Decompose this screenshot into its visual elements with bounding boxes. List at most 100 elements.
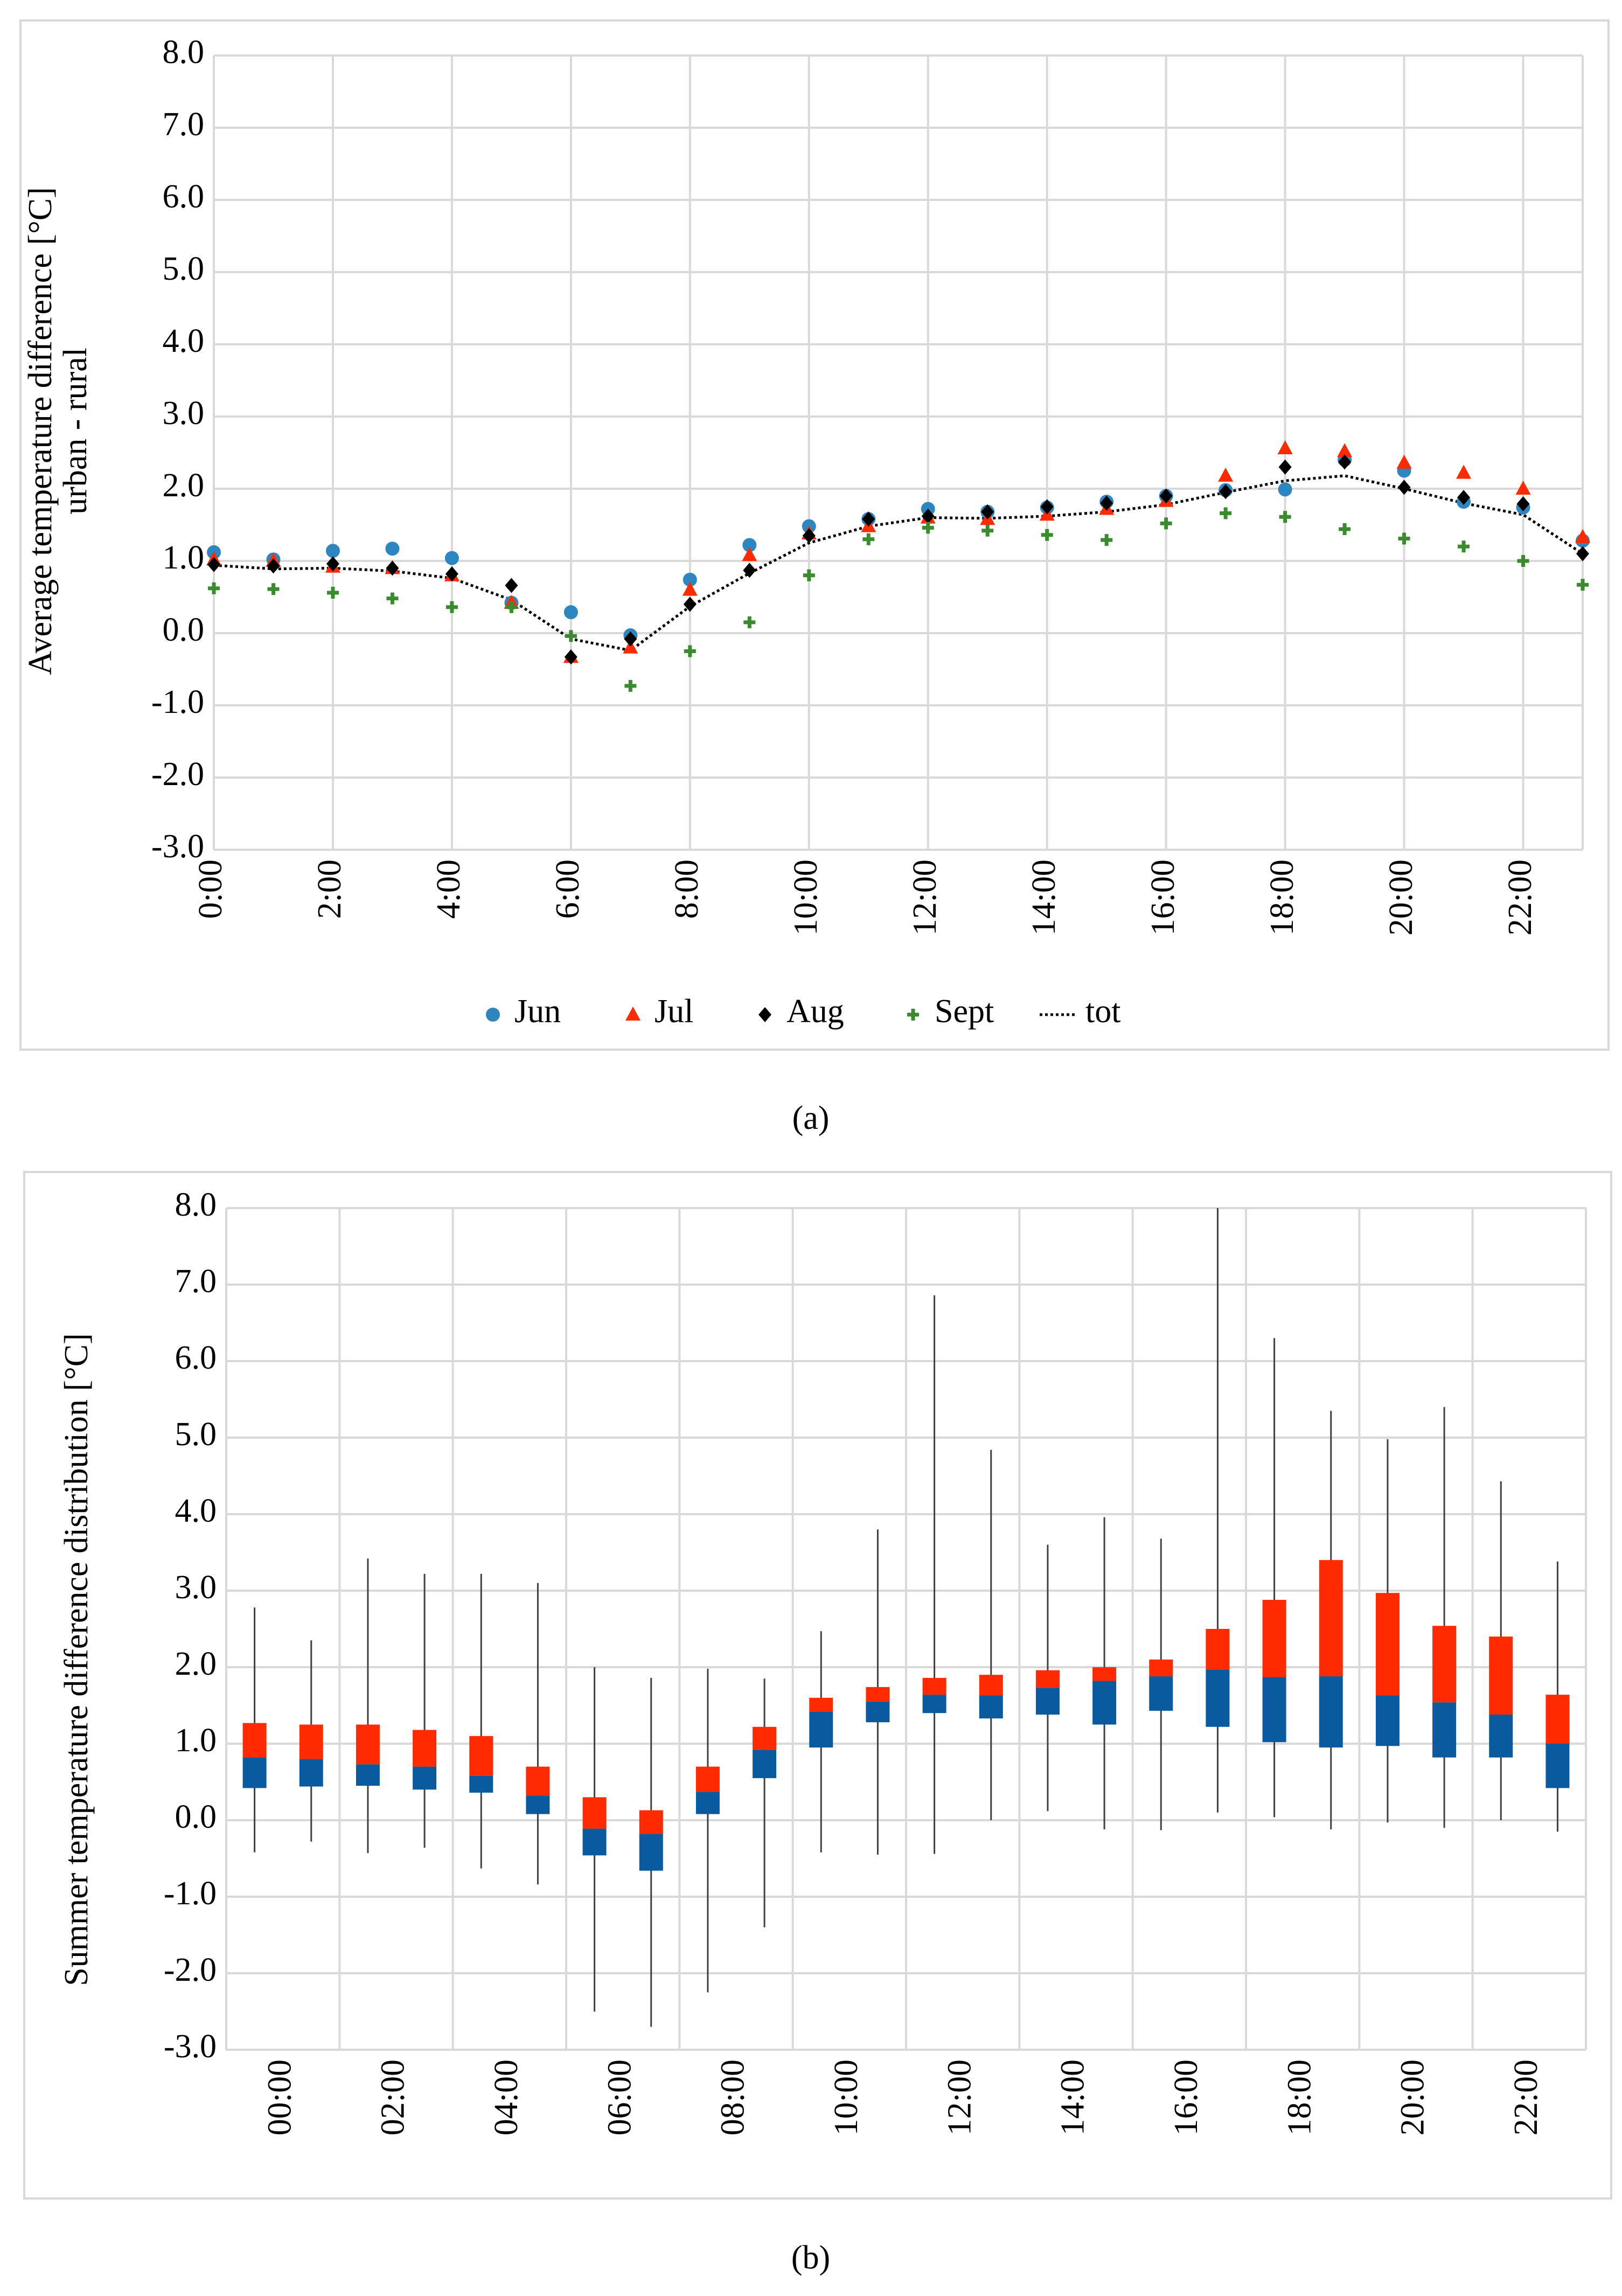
chart-a-point-aug	[1159, 488, 1173, 504]
chart-a-point-sept	[1220, 507, 1232, 519]
chart-a-legend: Jun Jul Aug Sept tot	[486, 993, 1120, 1030]
chart-a-series	[206, 440, 1590, 692]
chart-b-box-lower	[1546, 1744, 1570, 1788]
chart-a-point-sept	[1577, 579, 1589, 591]
chart-b-x-tick-label: 20:00	[1395, 2059, 1431, 2135]
chart-b-box-upper	[1035, 1670, 1060, 1688]
chart-a-point-jul	[1337, 443, 1353, 457]
chart-b-box-lower	[299, 1759, 323, 1787]
chart-a-point-sept	[862, 533, 875, 545]
chart-a-legend-swatch-aug	[758, 1007, 771, 1022]
chart-a-y-tick-label: 4.0	[163, 323, 205, 359]
chart-b-grid	[225, 1207, 1587, 2051]
chart-a-point-sept	[1160, 517, 1172, 530]
chart-b: 8.07.06.05.04.03.02.01.00.0-1.0-2.0-3.0 …	[23, 1171, 1612, 2276]
chart-a-y-label-line2: urban - rural	[57, 348, 94, 515]
chart-a-point-sept	[1101, 534, 1113, 546]
chart-a-x-tick-label: 2:00	[311, 859, 348, 919]
chart-b-box-lower	[413, 1766, 437, 1790]
chart-a-point-jun	[444, 551, 459, 565]
chart-b-y-label: Summer temperature difference distributi…	[58, 1333, 95, 1986]
chart-b-y-tick-label: 1.0	[175, 1722, 217, 1759]
chart-a-point-sept	[1517, 555, 1529, 567]
chart-a-legend-label-tot: tot	[1085, 993, 1120, 1030]
chart-b-y-tick-label: 0.0	[175, 1799, 217, 1835]
chart-a-point-aug	[207, 557, 220, 572]
chart-a-point-jun	[385, 542, 400, 556]
chart-a-x-tick-label: 16:00	[1145, 859, 1181, 935]
chart-a-point-aug	[386, 560, 399, 576]
chart-a-legend-swatch-jun	[486, 1008, 500, 1022]
chart-a-point-jun	[1278, 482, 1292, 497]
chart-a-point-aug	[1516, 496, 1530, 512]
chart-a-point-sept	[565, 630, 577, 642]
chart-a-point-sept	[981, 524, 994, 537]
chart-b-y-tick-label: 5.0	[175, 1416, 217, 1453]
chart-a-legend-swatch-jul	[625, 1007, 641, 1021]
chart-a-y-tick-label: 8.0	[163, 34, 205, 71]
chart-b-x-tick-label: 12:00	[941, 2059, 978, 2135]
chart-a-point-sept	[505, 601, 518, 613]
chart-a-point-sept	[326, 586, 339, 599]
chart-b-x-tick-label: 18:00	[1281, 2059, 1318, 2135]
chart-b-box-lower	[809, 1711, 833, 1748]
chart-a-point-aug	[445, 566, 458, 582]
chart-a-x-tick-label: 22:00	[1502, 859, 1539, 935]
chart-a-point-jul	[1396, 454, 1412, 469]
chart-b-x-tick-label: 00:00	[261, 2059, 298, 2135]
chart-b-caption: (b)	[791, 2239, 830, 2276]
chart-a-y-tick-label: 2.0	[163, 467, 205, 504]
chart-b-box-upper	[582, 1797, 607, 1829]
chart-b-box-upper	[1262, 1600, 1286, 1677]
chart-a-point-sept	[1458, 540, 1470, 553]
chart-b-box-lower	[582, 1828, 607, 1856]
chart-a-point-sept	[208, 582, 220, 594]
chart-b-frame	[23, 1171, 1612, 2200]
chart-b-box-lower	[979, 1695, 1003, 1719]
chart-b-y-tick-label: -2.0	[164, 1952, 217, 1988]
chart-b-box-upper	[469, 1736, 493, 1776]
chart-b-x-tick-label: 14:00	[1055, 2059, 1091, 2135]
chart-b-box-lower	[639, 1834, 663, 1871]
chart-b-box-lower	[1149, 1676, 1173, 1711]
chart-b-box-lower	[1035, 1688, 1060, 1715]
chart-a-point-aug	[267, 558, 280, 574]
chart-a-y-tick-label: 1.0	[163, 539, 205, 576]
chart-a-point-sept	[803, 569, 815, 581]
chart-b-box-upper	[1432, 1626, 1457, 1703]
chart-a-point-sept	[684, 645, 696, 657]
chart-a-point-aug	[1397, 480, 1411, 495]
chart-a-point-jun	[742, 538, 757, 552]
chart-a-point-aug	[505, 578, 518, 593]
chart-a-y-tick-label: -3.0	[151, 828, 204, 865]
chart-a-y-tick-label: 0.0	[163, 612, 205, 648]
chart-b-box-lower	[866, 1701, 890, 1723]
chart-a-legend-swatch-sept	[907, 1009, 919, 1021]
chart-a-y-tick-label: 7.0	[163, 106, 205, 143]
chart-a-legend-label-jul: Jul	[655, 993, 693, 1030]
chart-b-y-tick-label: -1.0	[164, 1875, 217, 1912]
chart-b-box-lower	[922, 1695, 946, 1714]
chart-b-box-upper	[242, 1723, 267, 1758]
chart-a-point-jul	[1218, 467, 1234, 482]
chart-b-y-ticks: 8.0 7.0 6.0 5.0 4.0 3.0 2.0 1.0 0.0 -1.0 -2.0 -3.0	[164, 1187, 217, 2065]
chart-a-point-sept	[624, 679, 637, 692]
chart-b-box-upper	[866, 1687, 890, 1702]
chart-b-box-upper	[1375, 1593, 1400, 1696]
chart-a-point-jul	[682, 581, 698, 596]
chart-a-series-tot-line	[213, 474, 1584, 652]
chart-a-y-tick-label: 3.0	[163, 395, 205, 432]
chart-a-point-sept	[267, 583, 280, 595]
chart-b-box-upper	[979, 1675, 1003, 1696]
chart-a-x-tick-label: 6:00	[549, 859, 586, 919]
chart-a-point-aug	[1040, 499, 1054, 515]
chart-a-point-sept	[386, 592, 399, 605]
chart-a-y-tick-label: 6.0	[163, 178, 205, 215]
chart-b-box-lower	[753, 1750, 777, 1778]
chart-b-boxes	[242, 1208, 1570, 2027]
chart-a-point-sept	[922, 522, 934, 534]
chart-a-y-ticks: 8.0 7.0 6.0 5.0 4.0 3.0 2.0 1.0 0.0 -1.0 -2.0 -3.0	[151, 34, 204, 865]
chart-a-point-aug	[862, 511, 875, 527]
chart-b-y-tick-label: 2.0	[175, 1646, 217, 1682]
chart-b-box-upper	[1092, 1667, 1117, 1681]
